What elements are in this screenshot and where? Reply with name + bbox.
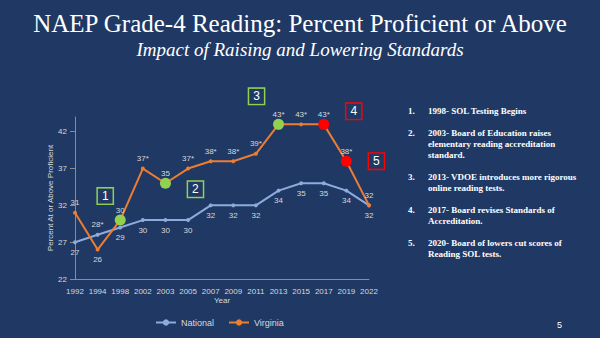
svg-text:30: 30 <box>184 226 193 235</box>
svg-text:National: National <box>181 318 214 328</box>
svg-text:1992: 1992 <box>66 287 84 296</box>
svg-text:27: 27 <box>71 248 80 257</box>
svg-text:32: 32 <box>365 211 374 220</box>
svg-text:Year: Year <box>214 296 231 305</box>
svg-text:32: 32 <box>365 191 374 200</box>
svg-text:Impact of Raising and Lowering: Impact of Raising and Lowering Standards <box>135 39 463 60</box>
svg-text:43*: 43* <box>295 110 307 119</box>
svg-text:32: 32 <box>206 211 215 220</box>
html-text:5.: 5. <box>408 238 415 248</box>
svg-text:38*: 38* <box>205 147 217 156</box>
html-text:3.: 3. <box>408 172 415 182</box>
html-text:2003- Board of Education raise: 2003- Board of Education raises elementa… <box>428 128 556 160</box>
svg-text:34: 34 <box>274 196 283 205</box>
svg-text:2007: 2007 <box>202 287 220 296</box>
svg-text:3: 3 <box>253 89 260 103</box>
html-text:2.: 2. <box>408 128 415 138</box>
svg-text:2005: 2005 <box>179 287 197 296</box>
svg-text:1: 1 <box>102 189 109 203</box>
svg-text:42: 42 <box>58 127 67 136</box>
svg-text:35: 35 <box>319 189 328 198</box>
svg-text:2002: 2002 <box>134 287 152 296</box>
svg-text:22: 22 <box>58 275 67 284</box>
svg-text:37: 37 <box>58 164 67 173</box>
html-text:1.: 1. <box>408 106 415 116</box>
svg-text:2009: 2009 <box>224 287 242 296</box>
svg-text:43*: 43* <box>273 110 285 119</box>
svg-text:Virginia: Virginia <box>254 318 284 328</box>
svg-text:Percent At or Above Proficient: Percent At or Above Proficient <box>46 144 55 251</box>
svg-text:2015: 2015 <box>292 287 310 296</box>
svg-text:1994: 1994 <box>89 287 107 296</box>
svg-text:2022: 2022 <box>360 287 378 296</box>
svg-text:30: 30 <box>161 226 170 235</box>
svg-text:32: 32 <box>58 201 67 210</box>
svg-text:1998: 1998 <box>111 287 129 296</box>
svg-text:29: 29 <box>116 233 125 242</box>
html-text:1998- SOL Testing Begins: 1998- SOL Testing Begins <box>428 106 527 116</box>
html-text:2017- Board revises Standards: 2017- Board revises Standards of Accredi… <box>428 205 555 226</box>
svg-text:35: 35 <box>297 189 306 198</box>
svg-text:27: 27 <box>58 238 67 247</box>
svg-text:4: 4 <box>350 104 357 118</box>
svg-text:5: 5 <box>373 154 380 168</box>
svg-text:38*: 38* <box>340 147 352 156</box>
svg-text:26: 26 <box>93 255 102 264</box>
svg-text:35: 35 <box>161 169 170 178</box>
svg-text:38*: 38* <box>227 147 239 156</box>
svg-text:2: 2 <box>192 182 199 196</box>
svg-text:37*: 37* <box>137 154 149 163</box>
svg-text:32: 32 <box>251 211 260 220</box>
svg-text:NAEP Grade-4 Reading: Percent: NAEP Grade-4 Reading: Percent Proficient… <box>33 10 567 37</box>
svg-text:28*: 28* <box>92 220 104 229</box>
svg-text:34: 34 <box>342 196 351 205</box>
html-text:5: 5 <box>557 320 562 330</box>
svg-text:30: 30 <box>116 206 125 215</box>
html-text:2013- VDOE introduces more rig: 2013- VDOE introduces more rigorous onli… <box>428 172 577 193</box>
svg-text:32: 32 <box>229 211 238 220</box>
svg-text:37*: 37* <box>182 154 194 163</box>
html-text:2020- Board of lowers cut scor: 2020- Board of lowers cut scores of Read… <box>428 238 562 259</box>
svg-text:2003: 2003 <box>157 287 175 296</box>
svg-text:2011: 2011 <box>247 287 265 296</box>
svg-text:43*: 43* <box>318 110 330 119</box>
svg-text:2017: 2017 <box>315 287 333 296</box>
svg-text:30: 30 <box>138 226 147 235</box>
svg-text:31: 31 <box>71 198 80 207</box>
svg-text:2019: 2019 <box>337 287 355 296</box>
html-text:4.: 4. <box>408 205 415 215</box>
svg-text:2013: 2013 <box>270 287 288 296</box>
svg-text:39*: 39* <box>250 139 262 148</box>
